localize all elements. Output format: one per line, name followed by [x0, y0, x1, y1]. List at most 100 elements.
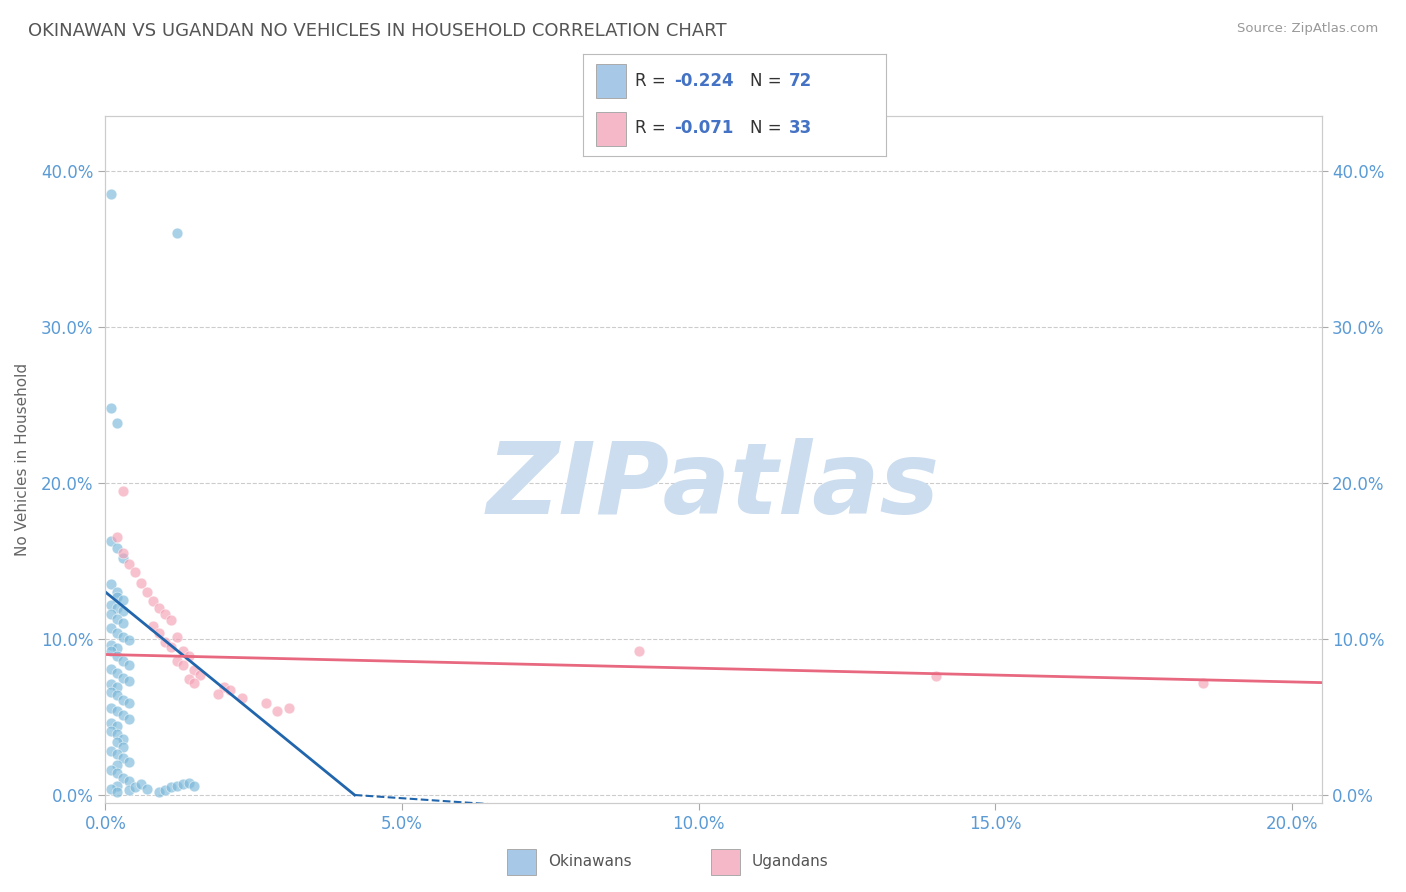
Point: [105, 779, 128, 793]
Point: [112, 546, 135, 560]
Point: [105, 688, 128, 702]
Text: N =: N =: [749, 71, 786, 90]
Point: [177, 673, 200, 687]
Point: [105, 530, 128, 544]
Point: [105, 585, 128, 599]
Point: [159, 640, 181, 654]
Y-axis label: No Vehicles in Household: No Vehicles in Household: [15, 363, 30, 556]
Point: [100, 744, 122, 758]
Point: [177, 649, 200, 664]
Point: [124, 780, 146, 795]
Point: [105, 680, 128, 694]
Text: N =: N =: [749, 119, 786, 136]
Point: [118, 674, 141, 689]
Text: Ugandans: Ugandans: [752, 854, 828, 869]
Point: [159, 613, 181, 627]
Text: Okinawans: Okinawans: [548, 854, 631, 869]
Text: ZIPatlas: ZIPatlas: [486, 438, 941, 535]
Point: [118, 712, 141, 726]
Text: -0.224: -0.224: [675, 71, 734, 90]
Point: [105, 766, 128, 780]
Point: [925, 669, 948, 683]
Point: [112, 654, 135, 668]
Point: [153, 783, 176, 797]
Bar: [596, 112, 626, 145]
Point: [190, 667, 212, 682]
Point: [278, 700, 301, 714]
Point: [172, 777, 194, 791]
Point: [112, 692, 135, 706]
Point: [254, 696, 277, 710]
Point: [207, 687, 229, 701]
Point: [105, 625, 128, 640]
Point: [105, 704, 128, 718]
Point: [118, 774, 141, 789]
Point: [183, 779, 205, 793]
Point: [100, 638, 122, 652]
Point: [100, 533, 122, 548]
Point: [112, 630, 135, 644]
Point: [118, 658, 141, 673]
Point: [124, 565, 146, 579]
Text: -0.071: -0.071: [675, 119, 734, 136]
Point: [148, 785, 170, 799]
Point: [105, 541, 128, 556]
Point: [166, 779, 188, 793]
Point: [118, 696, 141, 710]
Point: [212, 680, 235, 694]
Point: [100, 700, 122, 714]
Text: 33: 33: [789, 119, 813, 136]
Point: [166, 630, 188, 644]
Point: [183, 663, 205, 677]
Point: [105, 600, 128, 615]
Point: [112, 739, 135, 754]
Point: [105, 666, 128, 681]
Point: [112, 616, 135, 631]
Point: [100, 716, 122, 731]
Point: [100, 607, 122, 621]
Point: [148, 600, 170, 615]
Bar: [596, 64, 626, 97]
Point: [118, 755, 141, 769]
Point: [100, 763, 122, 777]
Point: [100, 621, 122, 635]
Point: [105, 758, 128, 772]
Bar: [711, 849, 740, 875]
Point: [105, 590, 128, 604]
Point: [100, 781, 122, 796]
Point: [183, 675, 205, 690]
Point: [266, 704, 288, 718]
Point: [100, 677, 122, 691]
Point: [118, 557, 141, 571]
Point: [159, 780, 181, 795]
Point: [100, 577, 122, 591]
Point: [105, 727, 128, 741]
Point: [136, 585, 159, 599]
Point: [142, 619, 165, 633]
Bar: [508, 849, 536, 875]
Point: [105, 649, 128, 664]
Point: [112, 731, 135, 746]
Point: [100, 685, 122, 699]
Point: [105, 747, 128, 762]
Point: [100, 644, 122, 658]
Point: [100, 724, 122, 739]
Text: Source: ZipAtlas.com: Source: ZipAtlas.com: [1237, 22, 1378, 36]
Point: [105, 735, 128, 749]
Point: [100, 401, 122, 415]
Point: [231, 691, 253, 706]
Text: R =: R =: [636, 119, 671, 136]
Point: [136, 781, 159, 796]
Point: [129, 575, 152, 590]
Point: [100, 662, 122, 676]
Point: [112, 550, 135, 565]
Point: [166, 654, 188, 668]
Point: [100, 598, 122, 612]
Point: [118, 633, 141, 648]
Point: [100, 187, 122, 202]
Point: [105, 417, 128, 431]
Point: [112, 671, 135, 685]
Point: [153, 607, 176, 621]
Point: [177, 775, 200, 789]
Point: [112, 483, 135, 498]
